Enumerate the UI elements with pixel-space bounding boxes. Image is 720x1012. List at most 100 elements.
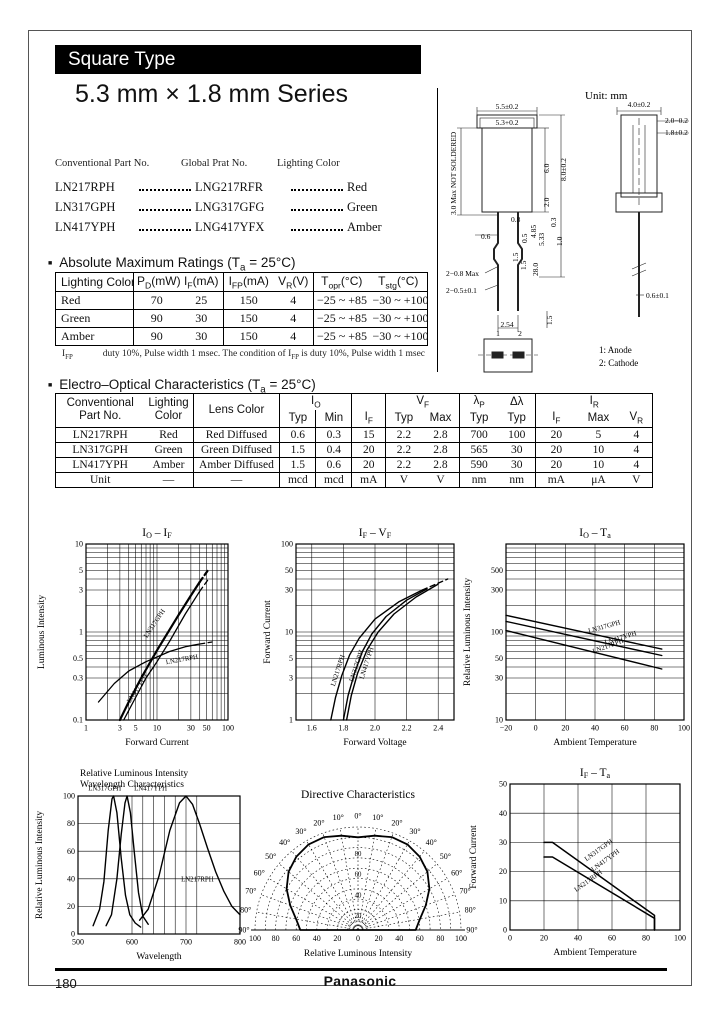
dotted-leader (139, 208, 191, 211)
dimension-label: 5.5±0.2 (496, 102, 519, 111)
table-cell: 15 (351, 426, 386, 443)
x-tick-label: 40 (591, 724, 599, 733)
parts-header-conventional: Conventional Part No. (55, 158, 150, 169)
x-tick-label: 20 (540, 934, 548, 943)
brand-logo: Panasonic (323, 973, 397, 989)
x-tick-label: 80 (650, 724, 658, 733)
y-tick-label: 10 (75, 540, 83, 549)
table-cell: 4 (273, 309, 314, 328)
table-cell: 0.6 (315, 456, 352, 473)
eo-group-lp: λP (459, 393, 498, 411)
dimension-label: 0.8 (511, 215, 521, 224)
eo-sub-vmax: Max (421, 410, 460, 428)
chart-title-part: Wavelength Characteristics (80, 780, 184, 790)
amr-footnote-label: IFP (62, 349, 73, 361)
table-cell: Red Diffused (192, 426, 280, 443)
chart-title-part: F (387, 531, 392, 540)
x-tick-label: 100 (222, 724, 234, 733)
x-tick-label: 500 (72, 938, 84, 947)
amr-col-topr: Topr(°C) (313, 272, 370, 293)
table-cell: — (192, 471, 280, 488)
dimension-label: 28.0 (531, 263, 540, 276)
baseline-scale-label: 20 (375, 934, 383, 943)
series-path (505, 614, 663, 650)
chart-title: IF – Ta (580, 767, 611, 780)
series-path (543, 856, 656, 931)
polar-ray (268, 878, 359, 931)
baseline-scale-label: 40 (313, 934, 321, 943)
eo-group-io: IO (279, 393, 352, 411)
dimension-label: 5.3+0.2 (496, 118, 519, 127)
y-tick-label: 5 (289, 654, 293, 663)
y-tick-label: 500 (491, 566, 503, 575)
dimension-label: 2.0−0.2 (665, 116, 688, 125)
angle-label: 20° (313, 818, 324, 827)
series-path (505, 629, 663, 670)
eo-sub-min: Min (315, 410, 352, 428)
table-cell: 1.5 (279, 441, 316, 458)
polar-circle (347, 919, 369, 931)
table-cell: 565 (459, 441, 498, 458)
y-tick-label: 300 (491, 586, 503, 595)
table-cell: 20 (535, 441, 577, 458)
table-cell: 20 (535, 456, 577, 473)
y-tick-label: 1 (289, 716, 293, 725)
series-path (505, 620, 663, 657)
polar-ray (339, 828, 359, 931)
angle-label: 10° (372, 813, 383, 822)
plot-border (505, 543, 685, 721)
amr-col-pd: PD(mW) (133, 272, 180, 293)
part-number-global: LNG317GFG (195, 200, 265, 214)
x-tick-label: 80 (642, 934, 650, 943)
pin-legend-item: 2: Cathode (599, 358, 638, 368)
eo-col-lens: Lens Color (192, 393, 280, 428)
chart-title: Relative Luminous Intensity (80, 769, 188, 779)
x-tick-label: 5 (134, 724, 138, 733)
y-tick-label: 30 (495, 674, 503, 683)
dotted-leader (139, 188, 191, 191)
y-tick-label: 20 (499, 867, 507, 876)
series-path (123, 590, 201, 721)
table-cell: 2.2 (385, 441, 422, 458)
eo-group-vf: VF (385, 393, 460, 411)
amr-footnote-text: duty 10%, Pulse width 1 msec. The condit… (102, 349, 426, 361)
table-cell: −30 ~ +100 (369, 291, 428, 310)
table-cell: 20 (535, 426, 577, 443)
dotted-leader (291, 188, 343, 191)
eo-sub-vtyp: Typ (385, 410, 422, 428)
polar-ray (357, 878, 448, 931)
table-cell: 10 (576, 456, 621, 473)
x-tick-label: 1.8 (338, 724, 348, 733)
angle-label: 30° (295, 827, 306, 836)
baseline-scale-label: 60 (292, 934, 300, 943)
y-tick-label: 20 (67, 902, 75, 911)
angle-label: 40° (279, 838, 290, 847)
parts-row: LN217RPH LNG217RFR Red (55, 175, 395, 195)
table-cell: Red (144, 426, 194, 443)
chart-title-part: I (142, 527, 146, 539)
y-tick-label: 5 (79, 566, 83, 575)
amr-col-vr: VR(V) (273, 272, 314, 293)
eo-group-dl: Δλ (509, 396, 524, 409)
table-cell: 30 (179, 309, 224, 328)
table-cell: 5 (576, 426, 621, 443)
directivity-lobe (285, 834, 431, 931)
angle-label: 50° (440, 852, 451, 861)
eo-group-header-row: Conventional Part No. Lighting Color Len… (55, 393, 653, 428)
vertical-divider (437, 88, 438, 372)
dimension-label: Unit: mm (585, 90, 628, 102)
y-tick-label: 30 (285, 586, 293, 595)
table-cell: LN317GPH (55, 441, 145, 458)
table-cell: nm (497, 471, 536, 488)
table-cell: V (385, 471, 422, 488)
x-tick-label: 60 (621, 724, 629, 733)
x-tick-label: 3 (118, 724, 122, 733)
table-cell: −25 ~ +85 (313, 309, 370, 328)
section-bullet-icon: ■ (48, 382, 53, 389)
table-row: LN417YPH Amber Amber Diffused 1.5 0.6 20 2.2 2.… (55, 456, 653, 473)
dimension-label: 2.0 (542, 197, 551, 207)
y-tick-label: 40 (499, 809, 507, 818)
table-cell: 4 (620, 426, 653, 443)
chart-directive: 0° 10°10°20°20°30°30°40°40°50°50°60°60°70… (238, 789, 477, 959)
